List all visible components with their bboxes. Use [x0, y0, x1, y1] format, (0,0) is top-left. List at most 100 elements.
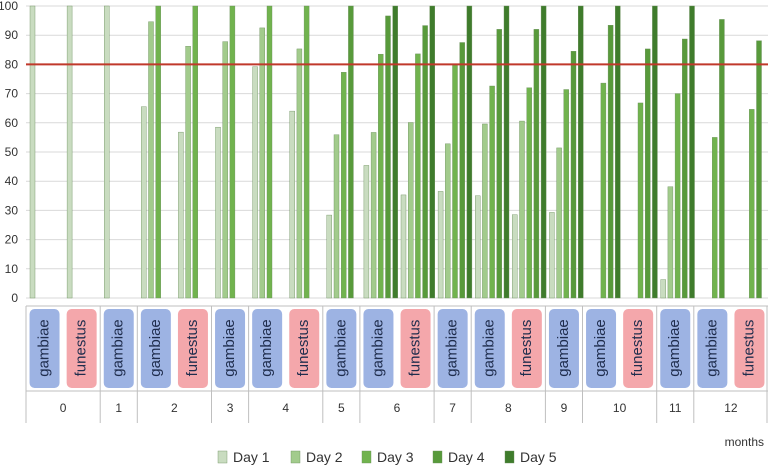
bar-7-gambiae-day-1	[437, 191, 444, 299]
legend-label: Day 5	[520, 449, 557, 465]
bar-10-gambiae-day-3	[600, 82, 607, 299]
bar-9-gambiae-day-4	[570, 51, 577, 299]
species-tag-funestus	[511, 309, 542, 388]
x-axis-label: months	[725, 435, 764, 449]
species-tag-gambiae	[140, 309, 171, 388]
species-tag-gambiae	[660, 309, 691, 388]
bar-12-gambiae-day-3	[712, 137, 718, 299]
bar-6-gambiae-day-5	[392, 5, 398, 299]
bar-9-gambiae-day-2	[556, 147, 562, 299]
bar-2-gambiae-day-3	[155, 5, 161, 299]
species-tag-funestus	[623, 309, 654, 388]
bar-10-funestus-day-5	[652, 5, 658, 299]
bar-8-funestus-day-5	[540, 5, 547, 299]
bar-4-funestus-day-3	[303, 5, 310, 299]
y-tick-label: 90	[5, 28, 19, 42]
bar-9-gambiae-day-1	[549, 212, 555, 299]
bar-4-gambiae-day-1	[252, 66, 258, 299]
bar-7-gambiae-day-4	[459, 42, 465, 299]
bar-8-gambiae-day-1	[475, 195, 481, 299]
bar-8-funestus-day-2	[519, 120, 525, 299]
species-tag-gambiae	[474, 309, 505, 388]
bar-4-gambiae-day-2	[259, 27, 265, 299]
bar-2-funestus-day-3	[192, 5, 199, 299]
bar-8-funestus-day-3	[526, 87, 532, 299]
legend-label: Day 1	[233, 449, 270, 465]
bar-11-gambiae-day-1	[660, 279, 666, 299]
bar-6-funestus-day-4	[422, 25, 428, 299]
species-label: gambiae	[592, 319, 609, 377]
species-label: funestus	[407, 320, 424, 377]
bars	[29, 5, 762, 299]
bar-10-gambiae-day-4	[607, 25, 614, 299]
bar-7-gambiae-day-5	[466, 5, 473, 299]
bar-0-funestus-day-1	[66, 5, 73, 299]
bar-8-funestus-day-1	[512, 214, 518, 299]
species-tag-gambiae	[252, 309, 283, 388]
bar-6-funestus-day-5	[429, 5, 435, 299]
legend: Day 1 Day 2 Day 3 Day 4 Day 5	[217, 449, 557, 465]
bar-5-gambiae-day-2	[333, 134, 340, 299]
month-label: 6	[394, 401, 401, 415]
y-tick-label: 40	[5, 174, 19, 188]
species-label: gambiae	[110, 319, 127, 377]
bar-4-funestus-day-2	[296, 48, 303, 299]
y-tick-label: 80	[5, 57, 19, 71]
species-label: gambiae	[444, 319, 461, 377]
bar-3-gambiae-day-3	[229, 5, 236, 299]
bar-4-funestus-day-1	[289, 110, 295, 299]
bar-10-funestus-day-4	[645, 48, 651, 299]
y-tick-label: 10	[5, 262, 19, 276]
species-label: funestus	[295, 320, 312, 377]
species-tag-gambiae	[29, 309, 60, 388]
bar-12-funestus-day-4	[756, 40, 762, 299]
month-label: 5	[338, 401, 345, 415]
species-label: funestus	[740, 320, 757, 377]
bar-11-gambiae-day-3	[674, 93, 681, 299]
legend-swatch	[217, 450, 228, 464]
bar-11-gambiae-day-5	[689, 5, 695, 299]
bar-11-gambiae-day-2	[667, 186, 674, 299]
species-tag-funestus	[289, 309, 320, 388]
month-label: 8	[505, 401, 512, 415]
month-label: 1	[115, 401, 122, 415]
species-label: gambiae	[481, 319, 498, 377]
y-tick-label: 60	[5, 116, 19, 130]
month-label: 9	[561, 401, 568, 415]
month-label: 11	[669, 401, 682, 415]
species-tag-gambiae	[586, 309, 617, 388]
bar-8-gambiae-day-5	[503, 5, 510, 299]
y-tick-label: 100	[0, 0, 18, 13]
species-tag-funestus	[400, 309, 431, 388]
legend-swatch	[290, 450, 301, 464]
bar-6-gambiae-day-3	[378, 53, 384, 299]
species-label: funestus	[518, 320, 535, 377]
bar-8-gambiae-day-4	[496, 29, 502, 299]
bar-9-gambiae-day-3	[563, 89, 569, 299]
y-tick-label: 30	[5, 203, 19, 217]
species-label: gambiae	[36, 319, 53, 377]
bar-10-funestus-day-3	[637, 102, 644, 299]
y-tick-label: 70	[5, 87, 19, 101]
month-label: 7	[449, 401, 456, 415]
species-label: gambiae	[703, 319, 720, 377]
bar-5-gambiae-day-1	[326, 214, 332, 299]
species-tag-funestus	[734, 309, 765, 388]
species-tag-gambiae	[437, 309, 468, 388]
month-label: 2	[171, 401, 178, 415]
y-tick-label: 0	[11, 291, 18, 305]
bar-2-gambiae-day-2	[148, 21, 154, 299]
bar-7-gambiae-day-2	[445, 143, 451, 299]
bar-11-gambiae-day-4	[682, 38, 688, 299]
month-label: 0	[60, 401, 67, 415]
species-label: gambiae	[369, 319, 386, 377]
category-table: gambiae funestus gambiae gambiae funestus gam…	[25, 305, 768, 423]
species-label: funestus	[629, 320, 646, 377]
legend-label: Day 4	[448, 449, 485, 465]
legend-swatch	[504, 450, 515, 464]
species-tag-gambiae	[548, 309, 579, 388]
species-label: gambiae	[332, 319, 349, 377]
legend-label: Day 2	[306, 449, 343, 465]
bar-2-gambiae-day-1	[141, 106, 147, 299]
